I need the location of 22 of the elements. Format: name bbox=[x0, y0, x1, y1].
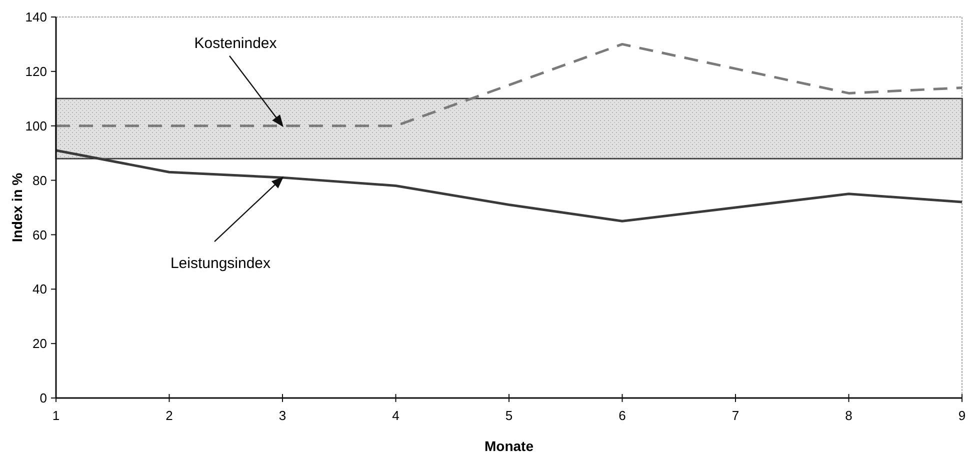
y-axis-title: Index in % bbox=[9, 172, 25, 242]
line-series bbox=[54, 149, 964, 222]
y-tick-label: 100 bbox=[25, 118, 47, 134]
x-tick-label: 3 bbox=[278, 408, 286, 423]
y-tick-label: 40 bbox=[32, 282, 47, 297]
x-tick-label: 4 bbox=[392, 408, 400, 423]
x-tick-label: 1 bbox=[52, 408, 60, 423]
x-axis-title: Monate bbox=[484, 438, 534, 454]
annotation: Leistungsindex bbox=[170, 255, 272, 272]
x-tick-label: 6 bbox=[618, 408, 626, 423]
y-tick-label: 20 bbox=[32, 336, 47, 352]
y-tick-label: 140 bbox=[25, 10, 47, 25]
x-tick-label: 7 bbox=[732, 408, 740, 423]
annotation: Kostenindex bbox=[194, 34, 278, 52]
y-tick-label: 0 bbox=[40, 390, 47, 406]
x-tick-label: 8 bbox=[845, 408, 852, 423]
x-tick-label: 2 bbox=[166, 408, 173, 423]
y-tick-label: 120 bbox=[25, 64, 47, 79]
x-tick-label: 5 bbox=[505, 408, 513, 423]
y-tick-label: 80 bbox=[32, 172, 47, 188]
x-tick-label: 9 bbox=[958, 408, 966, 423]
y-tick-label: 60 bbox=[32, 227, 47, 242]
